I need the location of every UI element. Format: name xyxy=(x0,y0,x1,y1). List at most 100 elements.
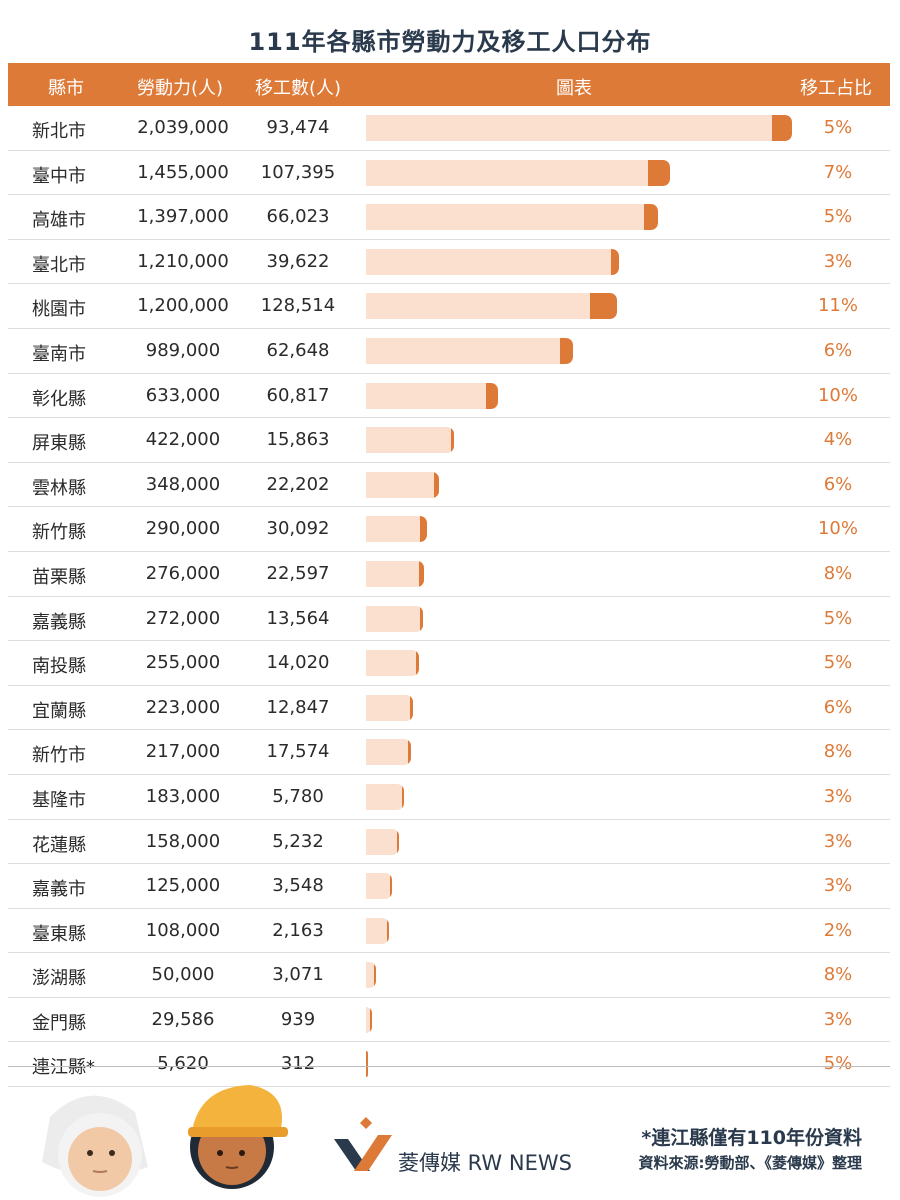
migrant-ratio: 6% xyxy=(823,339,853,361)
county-name: 臺南市 xyxy=(32,343,86,365)
migrant-bar xyxy=(418,560,424,587)
migrant-value: 3,548 xyxy=(272,875,324,897)
migrant-ratio: 5% xyxy=(823,652,853,674)
county-name: 臺中市 xyxy=(32,165,86,187)
migrant-value: 312 xyxy=(280,1053,316,1075)
migrant-ratio: 11% xyxy=(817,295,858,317)
migrant-ratio: 3% xyxy=(823,1008,853,1030)
migrant-bar xyxy=(370,1006,373,1033)
migrant-value: 14,020 xyxy=(266,652,330,674)
worker-woman-illustration xyxy=(42,1095,148,1197)
county-name: 嘉義縣 xyxy=(32,611,86,633)
migrant-bar xyxy=(402,783,405,810)
migrant-value: 3,071 xyxy=(272,964,324,986)
rw-news-logo-text: 菱傳媒 RW NEWS xyxy=(398,1151,572,1175)
labor-bar xyxy=(366,471,439,498)
county-name: 基隆市 xyxy=(32,789,86,811)
table-row: 花蓮縣 158,000 5,232 3% xyxy=(8,820,890,865)
labor-value: 125,000 xyxy=(145,875,221,897)
labor-bar xyxy=(366,248,619,275)
migrant-ratio: 3% xyxy=(823,250,853,272)
labor-value: 633,000 xyxy=(145,384,221,406)
migrant-bar xyxy=(450,427,455,454)
migrant-bar xyxy=(559,337,573,364)
migrant-bar xyxy=(485,382,499,409)
table-row: 高雄市 1,397,000 66,023 5% xyxy=(8,195,890,240)
table-row: 新竹縣 290,000 30,092 10% xyxy=(8,507,890,552)
county-name: 彰化縣 xyxy=(32,388,86,410)
labor-bar xyxy=(366,917,389,944)
footnote: *連江縣僅有110年份資料 xyxy=(641,1127,862,1149)
labor-value: 276,000 xyxy=(145,562,221,584)
migrant-bar xyxy=(407,739,412,766)
migrant-value: 66,023 xyxy=(266,206,330,228)
labor-value: 1,455,000 xyxy=(137,161,229,183)
labor-value: 2,039,000 xyxy=(137,117,229,138)
labor-bar xyxy=(366,293,617,320)
migrant-ratio: 3% xyxy=(823,875,853,897)
migrant-value: 22,202 xyxy=(266,473,330,495)
labor-bar xyxy=(366,739,412,766)
labor-value: 422,000 xyxy=(145,429,221,451)
labor-bar xyxy=(366,694,413,721)
labor-value: 183,000 xyxy=(145,785,221,807)
labor-value: 255,000 xyxy=(145,652,221,674)
migrant-ratio: 6% xyxy=(823,696,853,718)
migrant-ratio: 5% xyxy=(823,607,853,629)
table-row: 宜蘭縣 223,000 12,847 6% xyxy=(8,686,890,731)
migrant-ratio: 8% xyxy=(823,964,853,986)
migrant-ratio: 10% xyxy=(817,384,858,406)
labor-value: 348,000 xyxy=(145,473,221,495)
migrant-ratio: 6% xyxy=(823,473,853,495)
header-ratio: 移工占比 xyxy=(800,78,872,99)
migrant-value: 15,863 xyxy=(266,429,330,451)
data-table: 新北市 2,039,000 93,474 5% 臺中市 1,455,000 107,395 7… xyxy=(8,106,890,1088)
migrant-bar xyxy=(772,115,792,141)
migrant-value: 128,514 xyxy=(260,295,336,317)
labor-bar xyxy=(366,516,427,543)
migrant-bar xyxy=(644,204,658,231)
table-row: 屏東縣 422,000 15,863 4% xyxy=(8,418,890,463)
labor-bar xyxy=(366,1051,368,1078)
migrant-ratio: 7% xyxy=(823,161,853,183)
table-row: 臺南市 989,000 62,648 6% xyxy=(8,329,890,374)
migrant-bar xyxy=(390,873,393,900)
labor-value: 50,000 xyxy=(151,964,215,986)
table-row: 雲林縣 348,000 22,202 6% xyxy=(8,463,890,508)
labor-bar xyxy=(366,605,423,632)
county-name: 嘉義市 xyxy=(32,879,86,901)
migrant-ratio: 8% xyxy=(823,562,853,584)
migrant-value: 30,092 xyxy=(266,518,330,540)
migrant-bar xyxy=(419,605,423,632)
table-row: 新北市 2,039,000 93,474 5% xyxy=(8,106,890,151)
migrant-bar xyxy=(386,917,389,944)
rw-news-logo-icon xyxy=(334,1117,392,1171)
migrant-bar xyxy=(434,471,439,498)
table-row: 臺中市 1,455,000 107,395 7% xyxy=(8,151,890,196)
migrant-bar xyxy=(589,293,617,320)
migrant-value: 62,648 xyxy=(266,339,330,361)
table-row: 嘉義市 125,000 3,548 3% xyxy=(8,864,890,909)
labor-value: 1,200,000 xyxy=(137,295,229,317)
migrant-value: 22,597 xyxy=(266,562,330,584)
labor-bar xyxy=(366,159,670,186)
labor-bar xyxy=(366,873,393,900)
labor-bar xyxy=(366,783,405,810)
table-row: 臺東縣 108,000 2,163 2% xyxy=(8,909,890,954)
table-row: 金門縣 29,586 939 3% xyxy=(8,998,890,1043)
migrant-value: 60,817 xyxy=(266,384,330,406)
table-row: 澎湖縣 50,000 3,071 8% xyxy=(8,953,890,998)
labor-bar xyxy=(366,382,499,409)
county-name: 新竹市 xyxy=(32,745,86,767)
county-name: 金門縣 xyxy=(32,1012,86,1034)
county-name: 臺東縣 xyxy=(32,923,86,945)
migrant-ratio: 8% xyxy=(823,741,853,763)
migrant-value: 939 xyxy=(280,1008,316,1030)
page-title: 111年各縣市勞動力及移工人口分布 xyxy=(248,28,652,56)
header-migrant: 移工數(人) xyxy=(255,78,342,99)
labor-value: 29,586 xyxy=(151,1008,215,1030)
labor-bar xyxy=(366,560,424,587)
footer: 菱傳媒 RW NEWS *連江縣僅有110年份資料 資料來源:勞動部、《菱傳媒》… xyxy=(0,1067,900,1200)
migrant-bar xyxy=(366,1051,368,1078)
labor-value: 158,000 xyxy=(145,830,221,852)
